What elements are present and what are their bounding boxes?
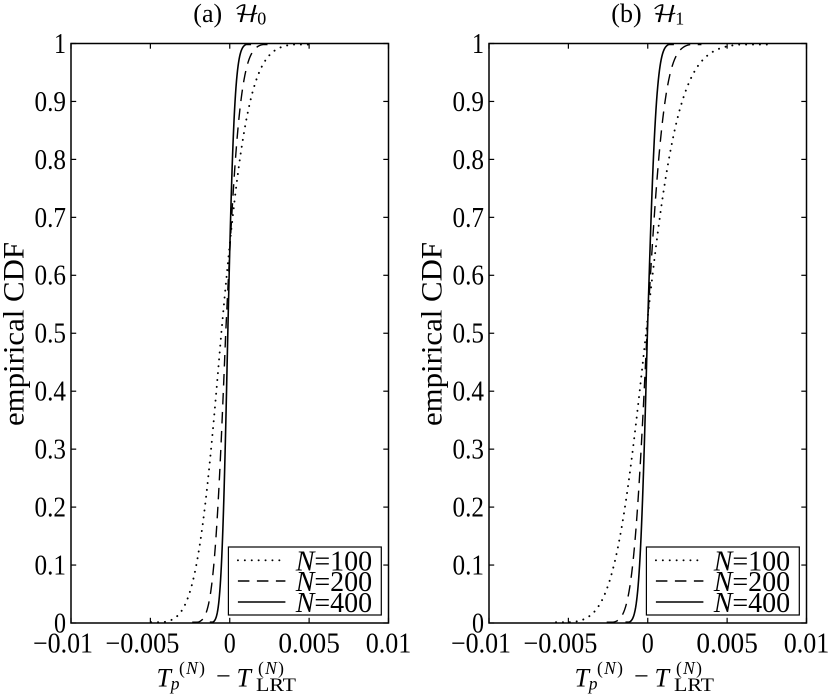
svg-text:T: T xyxy=(655,663,671,692)
svg-text:1: 1 xyxy=(54,29,66,60)
svg-text:0: 0 xyxy=(472,608,484,639)
svg-text:T: T xyxy=(157,663,173,692)
svg-text:(N): (N) xyxy=(179,658,205,678)
svg-text:0: 0 xyxy=(257,8,266,28)
svg-text:LRT: LRT xyxy=(256,675,296,695)
svg-text:0: 0 xyxy=(642,629,654,660)
svg-text:N=200: N=200 xyxy=(713,567,790,598)
svg-text:0.6: 0.6 xyxy=(453,261,485,292)
svg-text:N=400: N=400 xyxy=(295,588,372,619)
svg-text:p: p xyxy=(169,674,180,694)
svg-text:0.5: 0.5 xyxy=(35,319,67,350)
svg-text:0.2: 0.2 xyxy=(453,493,485,524)
svg-text:0: 0 xyxy=(54,608,66,639)
svg-text:0.1: 0.1 xyxy=(35,550,67,581)
svg-text:N=400: N=400 xyxy=(713,588,790,619)
svg-text:0.7: 0.7 xyxy=(35,203,67,234)
svg-text:1: 1 xyxy=(472,29,484,60)
svg-text:T: T xyxy=(575,663,591,692)
svg-text:empirical CDF: empirical CDF xyxy=(0,242,31,426)
svg-text:0.2: 0.2 xyxy=(35,493,67,524)
svg-text:0.005: 0.005 xyxy=(696,629,758,660)
svg-text:(b): (b) xyxy=(611,0,641,28)
svg-text:N=100: N=100 xyxy=(295,547,372,578)
svg-text:empirical CDF: empirical CDF xyxy=(416,242,449,426)
svg-text:0.4: 0.4 xyxy=(453,377,485,408)
svg-text:N=200: N=200 xyxy=(295,567,372,598)
svg-text:0.005: 0.005 xyxy=(278,629,340,660)
svg-text:0.7: 0.7 xyxy=(453,203,485,234)
svg-text:0.01: 0.01 xyxy=(784,629,830,660)
svg-text:−: − xyxy=(634,662,649,691)
svg-text:0.3: 0.3 xyxy=(35,435,67,466)
svg-text:−0.01: −0.01 xyxy=(451,629,511,660)
svg-text:T: T xyxy=(237,663,253,692)
svg-text:−0.005: −0.005 xyxy=(523,629,597,660)
svg-text:0.01: 0.01 xyxy=(366,629,412,660)
svg-text:0.9: 0.9 xyxy=(453,87,485,118)
svg-text:0.9: 0.9 xyxy=(35,87,67,118)
svg-text:0.3: 0.3 xyxy=(453,435,485,466)
svg-text:−: − xyxy=(216,662,231,691)
svg-text:(N): (N) xyxy=(676,658,702,678)
svg-text:0.8: 0.8 xyxy=(453,145,485,176)
svg-text:−0.005: −0.005 xyxy=(105,629,179,660)
svg-text:(a): (a) xyxy=(193,0,222,28)
svg-text:(N): (N) xyxy=(258,658,284,678)
svg-text:0: 0 xyxy=(224,629,236,660)
svg-text:p: p xyxy=(587,674,598,694)
svg-text:1: 1 xyxy=(675,8,684,28)
svg-text:−0.01: −0.01 xyxy=(33,629,93,660)
svg-text:N=100: N=100 xyxy=(713,547,790,578)
svg-text:0.5: 0.5 xyxy=(453,319,485,350)
svg-text:0.8: 0.8 xyxy=(35,145,67,176)
svg-text:0.4: 0.4 xyxy=(35,377,67,408)
svg-text:(N): (N) xyxy=(597,658,623,678)
svg-text:0.6: 0.6 xyxy=(35,261,67,292)
svg-text:0.1: 0.1 xyxy=(453,550,485,581)
svg-text:LRT: LRT xyxy=(674,675,714,695)
